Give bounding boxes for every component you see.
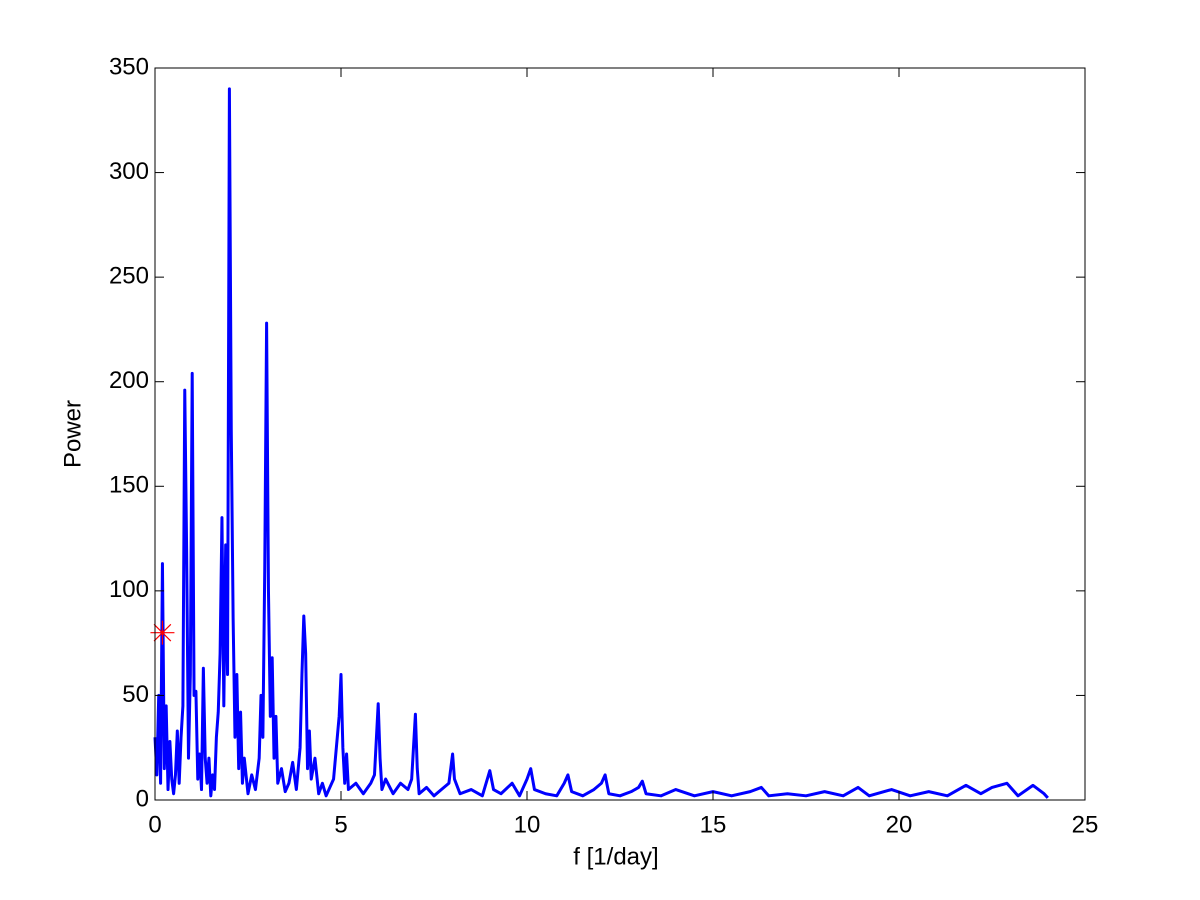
y-tick-label: 0	[136, 785, 149, 812]
x-tick-label: 0	[148, 811, 161, 838]
x-axis-label: f [1/day]	[573, 843, 658, 870]
x-tick-label: 5	[334, 811, 347, 838]
x-tick-label: 10	[514, 811, 541, 838]
y-tick-label: 300	[109, 158, 149, 185]
x-tick-label: 15	[700, 811, 727, 838]
y-tick-label: 200	[109, 367, 149, 394]
plot-frame	[154, 67, 1086, 801]
x-tick-label: 25	[1072, 811, 1099, 838]
data-line	[153, 87, 1049, 799]
y-tick-label: 250	[109, 262, 149, 289]
y-tick-label: 100	[109, 576, 149, 603]
y-axis-label: Power	[59, 400, 86, 468]
star-marker	[150, 620, 175, 645]
x-tick-label: 20	[886, 811, 913, 838]
y-tick-label: 350	[109, 53, 149, 80]
y-tick-label: 50	[122, 681, 149, 708]
y-tick-label: 150	[109, 472, 149, 499]
